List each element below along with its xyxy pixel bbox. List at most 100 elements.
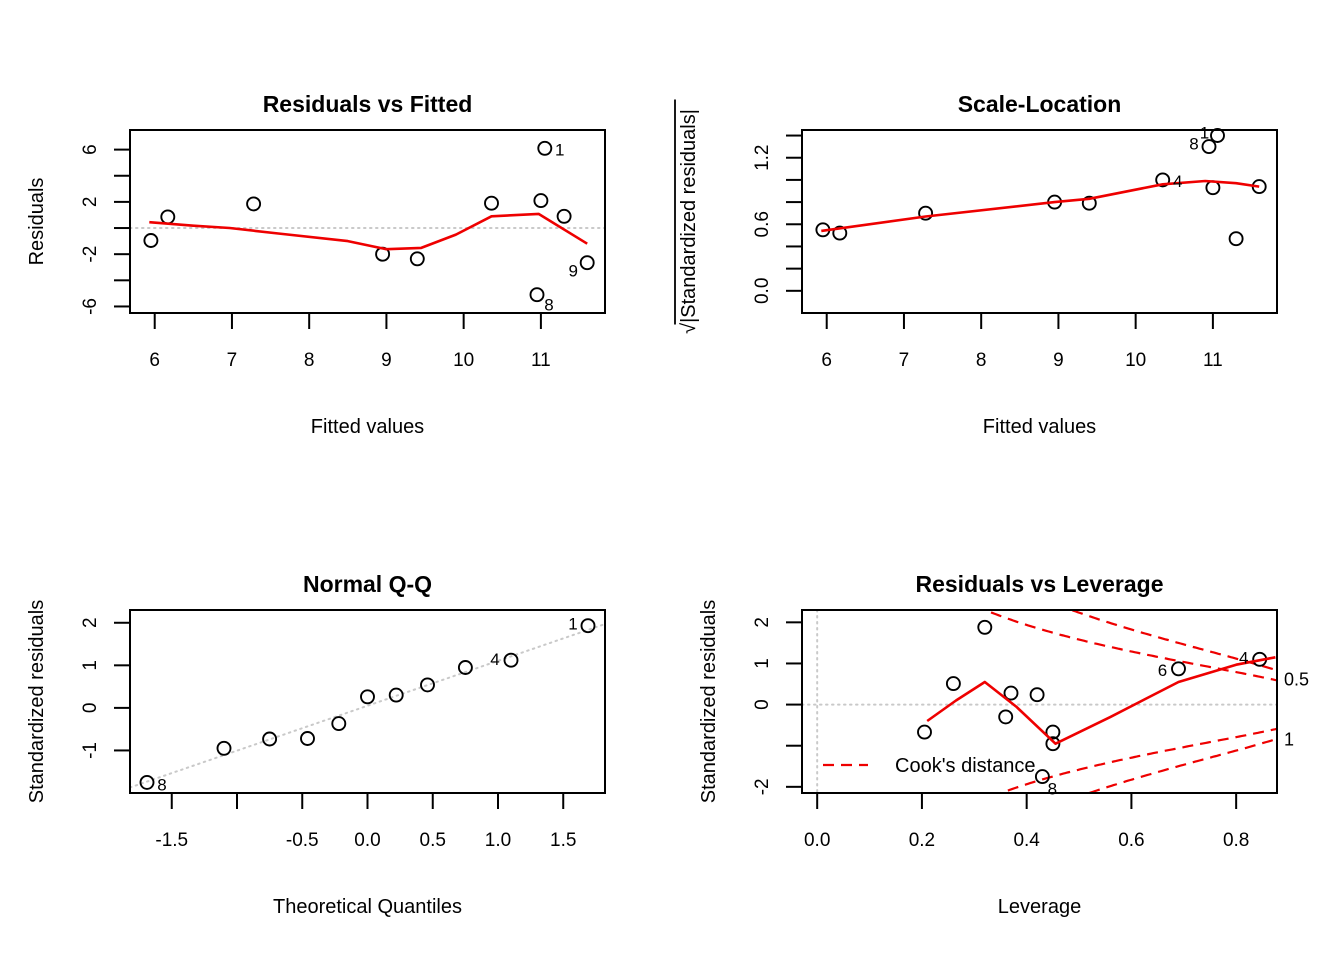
- data-point: [945, 676, 961, 692]
- y-tick-label: 2: [80, 617, 101, 628]
- data-point: [246, 196, 262, 212]
- data-point: [1045, 724, 1061, 740]
- y-axis-label-group: √|Standardized residuals|: [674, 99, 700, 334]
- x-tick-label: 0.6: [1118, 830, 1144, 851]
- data-point: [918, 205, 934, 221]
- data-point: [998, 709, 1014, 725]
- data-point: [139, 774, 155, 790]
- x-tick-label: 0.8: [1223, 830, 1249, 851]
- x-tick-label: 0.0: [804, 830, 830, 851]
- plot-box: [801, 609, 1278, 794]
- x-tick-label: 10: [1125, 350, 1146, 371]
- data-point: [262, 731, 278, 747]
- point-id-label-9: 9: [569, 262, 578, 281]
- cooks-distance-contour-0.5-lower: [997, 727, 1277, 793]
- data-point: [457, 660, 473, 675]
- cooks-contour-label-0.5: 0.5: [1284, 669, 1309, 689]
- x-axis-label: Fitted values: [983, 416, 1096, 438]
- data-point: [484, 195, 499, 211]
- x-tick-label: 7: [899, 350, 910, 371]
- data-point: [160, 209, 176, 225]
- point-id-label-4: 4: [1239, 648, 1248, 667]
- data-point: [1029, 687, 1045, 703]
- data-point: [977, 619, 993, 635]
- plot-box: [129, 609, 606, 794]
- point-id-label-4: 4: [1173, 172, 1182, 191]
- data-point: [1034, 769, 1050, 785]
- panel-title: Normal Q-Q: [303, 571, 432, 597]
- point-id-label-1: 1: [568, 615, 577, 634]
- y-axis-label: Standardized residuals: [698, 600, 720, 803]
- y-tick-label: -1: [80, 742, 101, 759]
- y-tick-label: 0.6: [752, 211, 773, 237]
- point-id-label-6: 6: [1158, 661, 1167, 680]
- data-point: [503, 652, 519, 668]
- data-point: [388, 687, 404, 703]
- data-point: [331, 716, 347, 732]
- x-tick-label: 1.0: [485, 830, 511, 851]
- x-tick-label: 8: [976, 350, 987, 371]
- x-tick-label: 0.5: [420, 830, 446, 851]
- panel-scale-location: 6 7 8 9 10 11 0.0 0.6 1.2 Scale-Location Fitted va…: [674, 91, 1278, 438]
- y-tick-label: -2: [80, 246, 101, 263]
- y-axis-label: Standardized residuals: [26, 600, 48, 803]
- point-id-label-8: 8: [1189, 135, 1198, 154]
- cooks-distance-legend-label: Cook's distance: [895, 755, 1036, 777]
- data-point: [1081, 195, 1097, 211]
- y-axis-label: Residuals: [26, 178, 48, 266]
- data-point: [533, 193, 549, 209]
- y-tick-label: 1.2: [752, 145, 773, 171]
- x-tick-label: 7: [227, 350, 238, 371]
- x-tick-label: 0.4: [1013, 830, 1040, 851]
- point-id-label-1: 1: [555, 140, 564, 159]
- point-id-label-1: 1: [1200, 124, 1209, 143]
- data-point: [832, 225, 848, 241]
- x-tick-label: 6: [149, 350, 160, 371]
- data-point: [1003, 685, 1019, 701]
- x-tick-label: 8: [304, 350, 315, 371]
- panel-title: Residuals vs Fitted: [263, 91, 473, 117]
- x-tick-label: 0.2: [909, 830, 935, 851]
- data-point: [1155, 172, 1171, 188]
- y-tick-label: 0.0: [752, 278, 773, 304]
- plot-box: [129, 129, 606, 314]
- x-tick-label: -0.5: [286, 830, 319, 851]
- x-tick-label: 6: [821, 350, 832, 371]
- y-tick-label: 0: [80, 703, 101, 714]
- data-point: [216, 740, 232, 756]
- data-point: [1045, 736, 1061, 752]
- cooks-distance-contour-1-upper: [1068, 610, 1277, 672]
- y-tick-label: -2: [752, 778, 773, 795]
- x-tick-label: 9: [381, 350, 392, 371]
- point-id-label-8: 8: [544, 296, 553, 315]
- point-id-label-8: 8: [1048, 780, 1057, 799]
- x-axis-label: Leverage: [998, 896, 1081, 918]
- data-point: [1228, 231, 1244, 247]
- data-point: [143, 233, 159, 248]
- qq-reference-line: [130, 623, 605, 789]
- y-tick-label: 1: [752, 658, 773, 669]
- panel-title: Scale-Location: [958, 91, 1122, 117]
- data-point: [579, 255, 595, 271]
- x-tick-label: 9: [1053, 350, 1064, 371]
- data-point: [360, 689, 375, 705]
- panel-normal-qq: -1.5 -0.5 0.0 0.5 1.0 1.5 -1 0 1 2 Normal Q-Q Theor…: [26, 571, 606, 918]
- data-point: [556, 208, 572, 224]
- data-point: [580, 618, 596, 634]
- data-point: [1171, 661, 1186, 677]
- data-point: [917, 724, 932, 740]
- smooth-line: [821, 179, 1260, 233]
- x-tick-label: 0.0: [354, 830, 380, 851]
- cooks-contour-label-1: 1: [1284, 730, 1294, 750]
- x-tick-label: 1.5: [550, 830, 576, 851]
- cooks-distance-contour-0.5-upper: [982, 610, 1277, 682]
- smooth-line: [926, 656, 1276, 746]
- y-tick-label: -6: [80, 298, 101, 315]
- x-tick-label: 11: [531, 350, 551, 371]
- x-tick-label: -1.5: [155, 830, 188, 851]
- data-point: [420, 677, 435, 693]
- data-point: [409, 251, 425, 267]
- panel-residuals-vs-leverage: 0.5 1 Cook's distance 0.0 0.2 0.4 0.6 0.8 -2 0 1 2 R…: [698, 571, 1309, 918]
